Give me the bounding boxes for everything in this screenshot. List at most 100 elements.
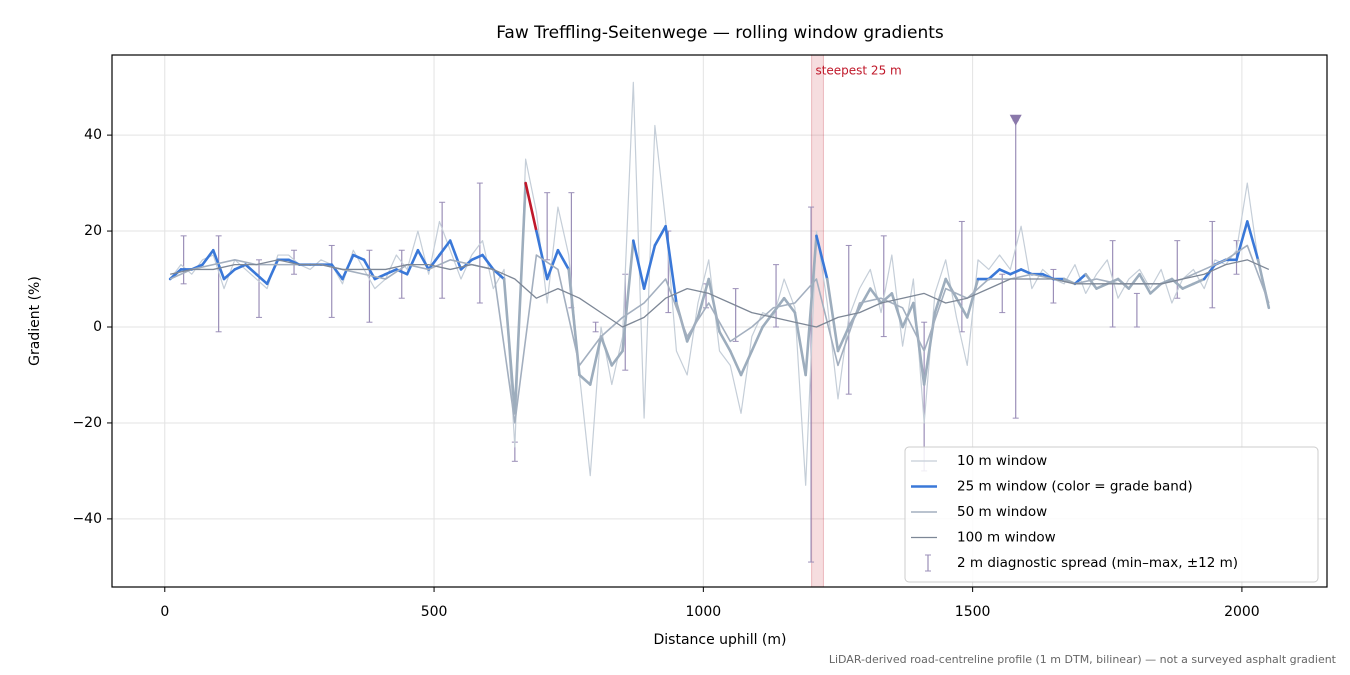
error-bar — [773, 264, 780, 328]
line-segment — [987, 268, 1001, 281]
line-segment — [448, 239, 463, 271]
line-segment — [890, 292, 904, 329]
line-segment — [524, 181, 538, 233]
error-bar — [328, 244, 335, 318]
x-tick-label: 500 — [421, 604, 448, 620]
line-segment — [868, 287, 883, 305]
line-segment — [545, 248, 560, 281]
line-segment — [955, 296, 969, 319]
line-segment — [718, 330, 732, 353]
line-segment — [1235, 220, 1249, 262]
line-segment — [1105, 277, 1120, 286]
line-segment — [772, 296, 786, 314]
chart-title: Faw Treffling-Seitenwege — rolling windo… — [496, 23, 944, 43]
line-segment — [825, 277, 840, 353]
line-segment — [782, 296, 797, 314]
x-axis-label: Distance uphill (m) — [654, 632, 787, 648]
line-segment — [696, 277, 711, 319]
line-segment — [761, 311, 775, 329]
line-segment — [739, 349, 754, 377]
error-bar — [256, 259, 263, 318]
y-tick-label: 40 — [84, 127, 102, 143]
line-segment — [1181, 282, 1195, 290]
y-tick-label: −40 — [72, 511, 102, 527]
line-segment — [1127, 272, 1141, 290]
legend-label: 50 m window — [957, 504, 1047, 520]
highlight-span — [811, 54, 824, 588]
line-segment — [965, 277, 980, 319]
line-segment — [1084, 272, 1098, 290]
error-bar — [808, 206, 815, 563]
marker — [1009, 114, 1022, 126]
line-segment — [244, 263, 258, 276]
line-segment — [535, 229, 549, 281]
line-segment — [255, 272, 269, 286]
x-tick-label: 2000 — [1224, 604, 1260, 620]
error-bar — [544, 192, 551, 261]
footnote: LiDAR-derived road-centreline profile (1… — [829, 653, 1337, 666]
line-segment — [1019, 268, 1034, 276]
line-segment — [427, 253, 441, 271]
error-bar — [880, 235, 887, 338]
x-tick-label: 1500 — [955, 604, 991, 620]
error-bar — [476, 182, 483, 304]
y-tick-label: −20 — [72, 415, 102, 431]
line-segment — [933, 277, 947, 314]
legend-label: 25 m window (color = grade band) — [957, 479, 1193, 495]
line-segment — [1192, 277, 1206, 286]
line-segment — [588, 335, 603, 386]
line-segment — [912, 301, 926, 386]
line-segment — [416, 248, 430, 271]
plot-frame — [111, 54, 1328, 588]
line-segment — [459, 258, 474, 271]
line-segment — [233, 263, 247, 271]
line-segment — [1149, 282, 1163, 295]
error-bar — [1133, 292, 1140, 328]
line-segment — [653, 224, 667, 247]
line-segment — [804, 234, 818, 377]
line-segment — [642, 244, 657, 290]
legend-label: 100 m window — [957, 530, 1056, 546]
y-tick-label: 20 — [84, 223, 102, 239]
line-segment — [858, 287, 872, 310]
line-segment — [405, 248, 420, 276]
line-segment — [879, 292, 894, 305]
line-segment — [599, 335, 614, 367]
y-tick-label: 0 — [93, 319, 102, 335]
line-segment — [750, 325, 764, 353]
error-bar — [180, 235, 187, 285]
series-line — [170, 259, 1270, 328]
error-bar — [215, 235, 222, 333]
line-segment — [944, 277, 958, 300]
line-segment — [201, 248, 215, 266]
line-segment — [621, 239, 635, 353]
line-segment — [438, 239, 452, 257]
error-bar — [999, 273, 1006, 314]
line-segment — [1009, 268, 1023, 276]
line-segment — [481, 253, 495, 271]
line-segment — [341, 253, 355, 281]
legend-label: 10 m window — [957, 453, 1047, 469]
error-bar — [366, 249, 373, 323]
line-segment — [815, 234, 829, 281]
line-segment — [470, 253, 484, 262]
x-tick-label: 0 — [160, 604, 169, 620]
line-segment — [384, 268, 398, 276]
error-bar — [1209, 220, 1216, 309]
line-segment — [492, 268, 506, 281]
line-segment — [211, 248, 226, 281]
error-bar — [1174, 240, 1181, 299]
line-segment — [664, 224, 678, 305]
error-bar — [398, 249, 405, 299]
series-line — [169, 81, 1270, 486]
line-segment — [373, 272, 387, 281]
error-bar — [1050, 268, 1057, 304]
error-bar — [592, 321, 599, 333]
line-segment — [728, 349, 743, 377]
line-segment — [998, 268, 1012, 276]
line-segment — [1095, 282, 1109, 290]
line-segment — [556, 248, 571, 271]
line-segment — [707, 277, 721, 334]
line-segment — [502, 277, 517, 415]
